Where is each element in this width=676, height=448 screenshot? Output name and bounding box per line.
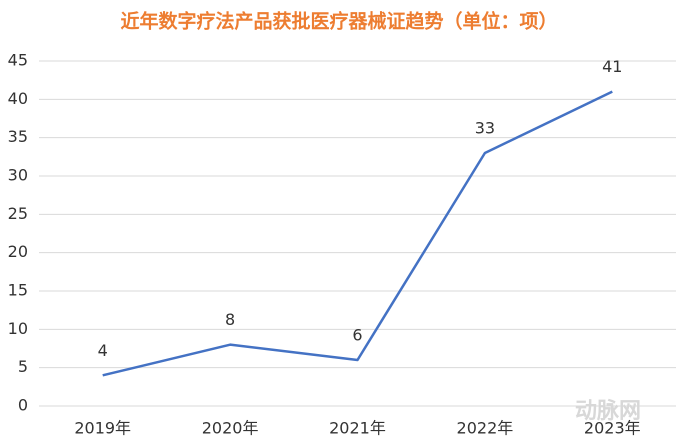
y-tick-label: 10 xyxy=(8,319,28,338)
y-tick-label: 5 xyxy=(18,357,28,376)
watermark: 动脉网 xyxy=(575,399,641,424)
data-label: 6 xyxy=(352,326,362,345)
y-tick-label: 15 xyxy=(8,281,28,300)
x-tick-label: 2021年 xyxy=(329,419,386,438)
x-tick-label: 2020年 xyxy=(202,419,259,438)
y-tick-label: 20 xyxy=(8,242,28,261)
x-tick-label: 2023年 xyxy=(584,419,641,438)
data-label: 41 xyxy=(602,57,622,76)
x-tick-label: 2019年 xyxy=(74,419,131,438)
chart-title: 近年数字疗法产品获批医疗器械证趋势（单位：项） xyxy=(120,10,557,33)
y-tick-label: 25 xyxy=(8,204,28,223)
x-tick-label: 2022年 xyxy=(457,419,514,438)
y-tick-label: 35 xyxy=(8,127,28,146)
y-tick-label: 40 xyxy=(8,89,28,108)
data-label: 8 xyxy=(225,310,235,329)
data-label: 33 xyxy=(475,119,495,138)
line-series xyxy=(102,90,613,377)
y-tick-label: 45 xyxy=(8,51,28,70)
y-tick-label: 30 xyxy=(8,166,28,185)
data-label: 4 xyxy=(98,341,108,360)
y-tick-label: 0 xyxy=(18,396,28,415)
